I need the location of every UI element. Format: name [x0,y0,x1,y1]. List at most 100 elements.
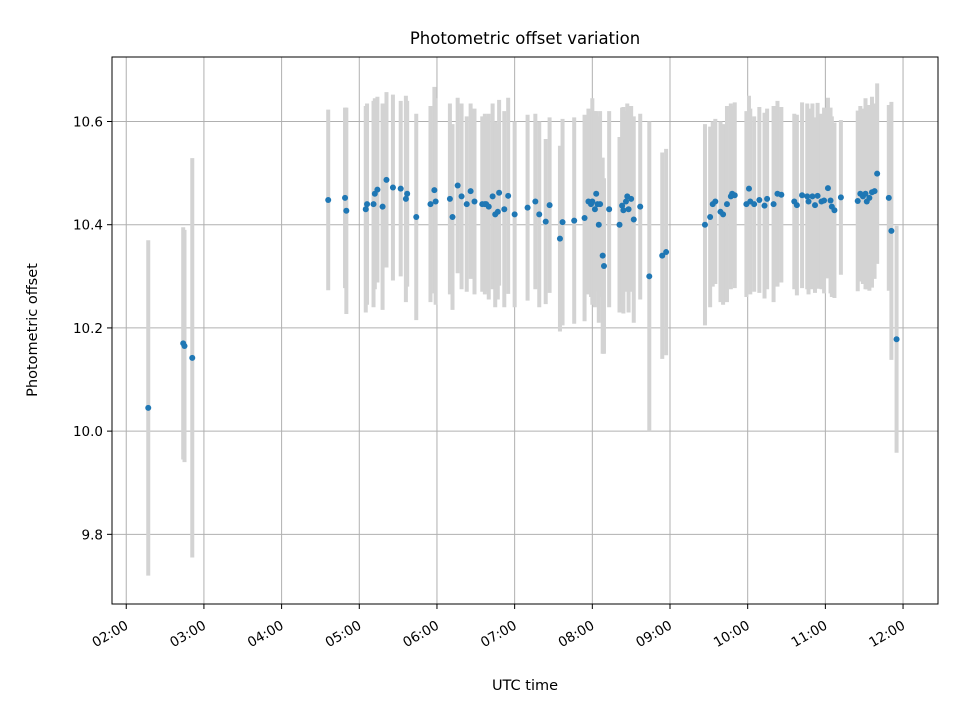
data-point [597,201,604,208]
data-point [559,219,566,226]
data-point [389,184,396,191]
data-point [505,192,512,199]
data-point [622,198,629,205]
y-axis-label: Photometric offset [25,263,41,397]
data-point [532,198,539,205]
data-point [374,186,381,193]
data-point [804,193,811,200]
data-point [866,194,873,201]
data-point [893,336,900,343]
data-point [494,208,501,215]
data-point [524,204,531,211]
data-point [720,211,727,218]
x-axis-label: UTC time [492,678,558,694]
data-point [489,193,496,200]
data-point [812,202,819,209]
data-point [581,215,588,222]
data-point [536,211,543,218]
data-point [181,342,188,349]
data-point [591,206,598,213]
data-point [511,211,518,218]
data-point [885,194,892,201]
y-axis-ticks: 9.8 10.0 10.2 10.4 10.6 [73,115,112,543]
data-point [593,190,600,197]
y-tick-label: 10.0 [73,424,103,440]
data-point [370,201,377,208]
chart-title: Photometric offset variation [410,29,640,48]
data-point [809,193,816,200]
y-tick-label: 10.2 [73,321,103,337]
data-point [404,190,411,197]
data-point [874,170,881,177]
data-point [501,206,508,213]
data-point [189,354,196,361]
data-point [799,192,806,199]
data-point [707,213,714,220]
data-point [595,221,602,228]
data-point [454,182,461,189]
data-point [620,207,627,214]
data-point [712,198,719,205]
data-point [637,203,644,210]
plot-area-frame [111,56,939,605]
data-point [402,195,409,202]
y-tick-label: 10.4 [73,218,103,234]
data-point [427,201,434,208]
data-point [756,196,763,203]
data-point [383,176,390,183]
data-point [793,202,800,209]
data-point [589,198,596,205]
data-point [571,217,578,224]
data-point [556,235,563,242]
data-point [342,194,349,201]
data-point [821,197,828,204]
data-point [397,185,404,192]
data-point [471,198,478,205]
data-point [630,216,637,223]
data-point [871,188,878,195]
data-point [599,252,606,259]
data-point [616,221,623,228]
data-point [467,188,474,195]
data-point [778,191,785,198]
data-point [432,198,439,205]
data-point [745,185,752,192]
data-point [731,192,738,199]
data-point [625,206,632,213]
data-point [619,202,626,209]
data-point [663,249,670,256]
data-point [770,201,777,208]
data-point [413,213,420,220]
data-point [364,201,371,208]
data-point [458,193,465,200]
data-point [379,203,386,210]
data-point [325,196,332,203]
data-point [701,221,708,228]
data-point [431,187,438,194]
data-point [600,262,607,269]
data-point [837,194,844,201]
data-point [659,252,666,259]
data-point [628,195,635,202]
data-points [145,170,900,411]
data-point [831,207,838,214]
data-point [145,404,152,411]
data-point [463,201,470,208]
data-point [805,198,812,205]
data-point [827,197,834,204]
data-point [862,190,869,197]
y-tick-label: 9.8 [82,527,103,543]
data-point [814,192,821,199]
data-point [824,185,831,192]
data-point [764,195,771,202]
data-point [646,273,653,280]
data-point [854,197,861,204]
y-tick-label: 10.6 [73,115,103,131]
data-point [485,203,492,210]
data-point [546,202,553,209]
data-point [542,218,549,225]
data-point [449,213,456,220]
data-point [888,227,895,234]
